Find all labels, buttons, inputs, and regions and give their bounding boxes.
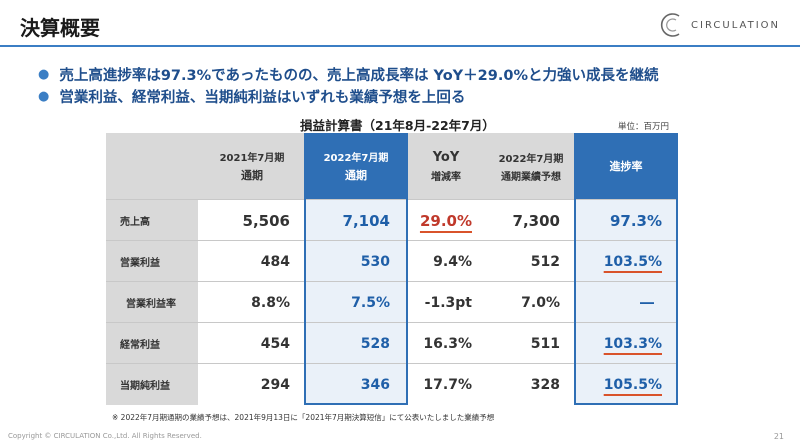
value-yoy: 16.3% xyxy=(423,335,472,352)
row-label: 売上高 xyxy=(106,200,198,241)
table-row: 当期純利益 294 346 17.7% 328 105.5% xyxy=(106,363,676,405)
table-row: 経常利益 454 528 16.3% 511 103.3% xyxy=(106,322,676,364)
bullet-text: 売上高進捗率は97.3%であったものの、売上高成長率は YoY＋29.0%と力強… xyxy=(59,67,659,84)
table-row: 営業利益 484 530 9.4% 512 103.5% xyxy=(106,240,676,282)
bullet-text: 営業利益、経常利益、当期純利益はいずれも業績予想を上回る xyxy=(59,89,466,106)
header-text: 進捗率 xyxy=(609,160,643,173)
value-fy2022: 7.5% xyxy=(306,282,406,323)
value-fy2021: 5,506 xyxy=(242,211,290,230)
value-fy2022: 346 xyxy=(306,364,406,405)
table-row: 売上高 5,506 7,104 29.0% 7,300 97.3% xyxy=(106,199,676,241)
copyright: Copyright © CIRCULATION Co.,Ltd. All Rig… xyxy=(8,432,202,440)
header-text: 通期 xyxy=(241,169,263,182)
header-fy2021: 2021年7月期 通期 xyxy=(198,133,306,199)
value-fy2021: 484 xyxy=(260,253,290,270)
summary-bullets: ● 売上高進捗率は97.3%であったものの、売上高成長率は YoY＋29.0%と… xyxy=(38,63,658,107)
value-progress-cell: 103.5% xyxy=(576,241,676,282)
value-fy2021: 454 xyxy=(260,335,290,352)
header-fy2022: 2022年7月期 通期 xyxy=(306,133,406,199)
bullet-item: ● 売上高進捗率は97.3%であったものの、売上高成長率は YoY＋29.0%と… xyxy=(38,63,658,85)
page-number: 21 xyxy=(773,432,784,441)
value-fy2021: 8.8% xyxy=(251,294,290,311)
title-divider xyxy=(0,45,800,47)
bullet-item: ● 営業利益、経常利益、当期純利益はいずれも業績予想を上回る xyxy=(38,85,658,107)
bullet-dot-icon: ● xyxy=(38,88,50,104)
row-label: 当期純利益 xyxy=(106,364,198,405)
value-yoy: -1.3pt xyxy=(424,294,472,311)
value-progress: 103.5% xyxy=(603,253,662,270)
circulation-logo-icon xyxy=(660,13,680,37)
row-label: 営業利益率 xyxy=(106,282,198,323)
table-row: 営業利益率 8.8% 7.5% -1.3pt 7.0% ― xyxy=(106,281,676,323)
value-fy2022: 530 xyxy=(306,241,406,282)
table-title: 損益計算書（21年8月-22年7月） xyxy=(300,118,495,133)
value-yoy-cell: 29.0% xyxy=(406,200,486,241)
value-fy2022: 7,104 xyxy=(306,200,406,241)
unit-label: 単位：百万円 xyxy=(618,122,670,132)
header-progress: 進捗率 xyxy=(576,133,676,199)
value-yoy: 17.7% xyxy=(423,376,472,393)
header-text: 通期業績予想 xyxy=(501,171,561,183)
bullet-dot-icon: ● xyxy=(38,66,50,82)
value-progress-cell: 103.3% xyxy=(576,323,676,364)
value-forecast: 512 xyxy=(530,253,560,270)
page-title: 決算概要 xyxy=(20,16,100,40)
value-forecast: 511 xyxy=(530,335,560,352)
row-label: 営業利益 xyxy=(106,241,198,282)
header-text: 2022年7月期 xyxy=(498,153,564,165)
value-fy2022: 528 xyxy=(306,323,406,364)
value-fy2021: 294 xyxy=(260,376,290,393)
value-progress: 103.3% xyxy=(603,335,662,352)
value-progress-cell: 105.5% xyxy=(576,364,676,405)
header-forecast: 2022年7月期 通期業績予想 xyxy=(486,133,576,199)
header-text: 2022年7月期 xyxy=(323,153,389,164)
value-progress: ― xyxy=(576,282,676,323)
header-text: 2021年7月期 xyxy=(219,153,285,164)
value-forecast: 7.0% xyxy=(521,294,560,311)
value-progress: 105.5% xyxy=(603,376,662,393)
header-empty xyxy=(106,133,198,199)
logo-text: CIRCULATION xyxy=(691,19,780,31)
company-logo: CIRCULATION xyxy=(659,12,780,38)
footnote: ※ 2022年7月期通期の業績予想は、2021年9月13日に「2021年7月期決… xyxy=(112,413,495,422)
header-text: YoY xyxy=(432,149,460,165)
value-forecast: 328 xyxy=(530,376,560,393)
value-progress: 97.3% xyxy=(576,200,676,241)
header-yoy: YoY 増減率 xyxy=(406,133,486,199)
header-text: 通期 xyxy=(345,169,367,182)
header-text: 増減率 xyxy=(431,171,461,183)
value-forecast: 7,300 xyxy=(512,211,560,230)
value-yoy: 29.0% xyxy=(419,211,472,230)
row-label: 経常利益 xyxy=(106,323,198,364)
table-header-row: 2021年7月期 通期 2022年7月期 通期 YoY 増減率 2022年7月期… xyxy=(106,133,676,199)
value-yoy: 9.4% xyxy=(433,253,472,270)
